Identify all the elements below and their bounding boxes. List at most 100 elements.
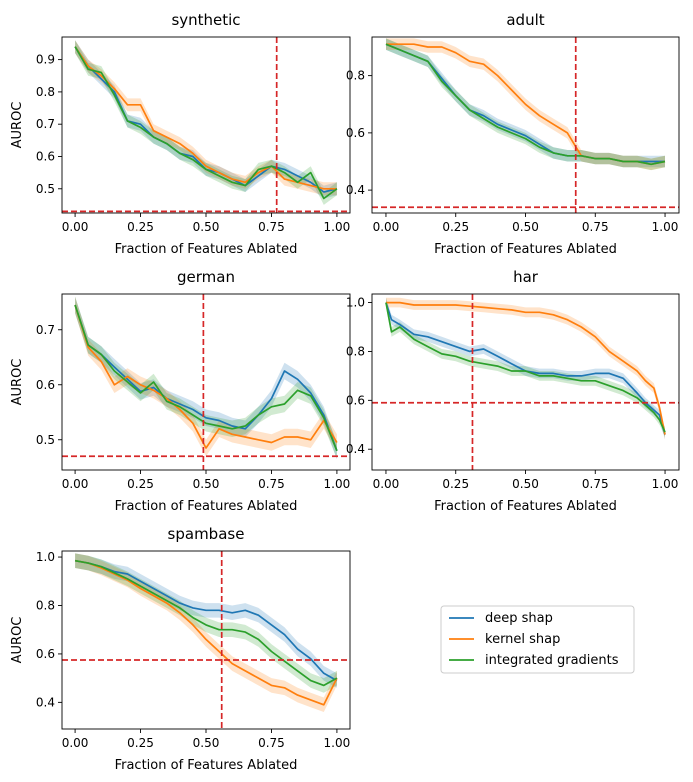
x-tick-label: 0.00 [62, 477, 89, 491]
x-tick-label: 0.00 [373, 477, 400, 491]
y-tick-label: 0.7 [36, 323, 55, 337]
x-tick-label: 0.75 [582, 220, 609, 234]
legend: deep shap kernel shap integrated gradien… [440, 605, 635, 674]
y-tick-label: 0.8 [346, 344, 365, 358]
series-line-kernel-shap [74, 46, 337, 190]
y-tick-label: 0.6 [36, 647, 55, 661]
panel-adult: adult Fraction of Features Ablated 0.00 0.2… [346, 11, 680, 257]
x-tick-label: 0.25 [442, 220, 469, 234]
band-deep-shap [386, 38, 665, 168]
legend-label-integrated-gradients: integrated gradients [485, 653, 619, 668]
x-tick-label: 0.50 [193, 736, 220, 750]
y-axis-label: AUROC [10, 617, 25, 664]
series-line-deep-shap [74, 304, 338, 452]
legend-label-deep-shap: deep shap [485, 611, 553, 626]
x-tick-label: 0.50 [193, 477, 220, 491]
panel-title: har [513, 268, 539, 286]
axes-frame [61, 36, 351, 214]
x-tick-label: 0.00 [62, 220, 89, 234]
band-integrated-gradients [386, 38, 665, 171]
band-integrated-gradients [75, 296, 337, 459]
y-tick-label: 1.0 [36, 550, 55, 564]
y-tick-label: 0.6 [346, 393, 365, 407]
y-tick-label: 0.7 [36, 117, 55, 131]
panel-synthetic: synthetic Fraction of Features Ablated AUR… [10, 11, 351, 257]
legend-label-kernel-shap: kernel shap [485, 632, 560, 647]
x-tick-label: 0.75 [258, 220, 285, 234]
x-tick-label: 0.75 [258, 477, 285, 491]
panel-title: synthetic [171, 11, 240, 29]
series-line-kernel-shap [386, 301, 666, 435]
panel-german: german Fraction of Features Ablated AUROC 0… [10, 268, 351, 514]
plot-area [372, 37, 679, 213]
x-tick-label: 0.25 [127, 477, 154, 491]
panel-title: spambase [168, 525, 245, 543]
band-kernel-shap [75, 40, 337, 196]
axes-frame [371, 36, 680, 214]
x-tick-label: 1.00 [324, 477, 351, 491]
series-line-kernel-shap [74, 304, 338, 449]
band-kernel-shap [75, 553, 337, 712]
y-tick-label: 0.4 [346, 442, 365, 456]
x-tick-label: 1.00 [324, 736, 351, 750]
x-axis-label: Fraction of Features Ablated [115, 499, 298, 514]
x-tick-label: 0.75 [258, 736, 285, 750]
series-line-kernel-shap [74, 559, 338, 706]
y-axis-label: AUROC [10, 102, 25, 149]
x-tick-label: 0.75 [582, 477, 609, 491]
series-line-integrated-gradients [74, 46, 338, 200]
x-tick-label: 1.00 [652, 477, 679, 491]
plot-area [62, 294, 350, 470]
series-line-integrated-gradients [74, 304, 338, 452]
x-axis-label: Fraction of Features Ablated [115, 758, 298, 773]
y-tick-label: 0.5 [36, 433, 55, 447]
band-integrated-gradients [75, 40, 337, 205]
x-axis-label: Fraction of Features Ablated [115, 242, 298, 257]
band-deep-shap [75, 296, 337, 459]
y-tick-label: 0.9 [36, 53, 55, 67]
y-tick-label: 0.8 [36, 598, 55, 612]
x-tick-label: 0.25 [442, 477, 469, 491]
panel-title: adult [506, 11, 544, 29]
y-tick-label: 1.0 [346, 296, 365, 310]
panel-title: german [177, 268, 235, 286]
y-axis-label: AUROC [10, 359, 25, 406]
x-tick-label: 0.25 [127, 736, 154, 750]
band-deep-shap [386, 297, 665, 440]
y-tick-label: 0.8 [346, 69, 365, 83]
series-line-deep-shap [74, 559, 338, 682]
legend-frame [440, 605, 635, 674]
x-tick-label: 0.00 [373, 220, 400, 234]
series-line-deep-shap [385, 302, 666, 435]
plot-area [372, 294, 679, 470]
x-axis-label: Fraction of Features Ablated [434, 242, 617, 257]
x-tick-label: 0.25 [127, 220, 154, 234]
y-tick-label: 0.4 [346, 183, 365, 197]
axes-frame [61, 550, 351, 730]
panel-spambase: spambase Fraction of Features Ablated AURO… [10, 525, 351, 773]
x-axis-label: Fraction of Features Ablated [434, 499, 617, 514]
band-integrated-gradients [386, 297, 665, 437]
x-tick-label: 0.50 [512, 220, 539, 234]
series-line-integrated-gradients [385, 302, 666, 433]
y-tick-label: 0.8 [36, 85, 55, 99]
panel-har: har Fraction of Features Ablated 0.00 0.25 0… [346, 268, 680, 514]
x-tick-label: 0.00 [62, 736, 89, 750]
x-tick-label: 0.50 [512, 477, 539, 491]
series-line-integrated-gradients [385, 43, 666, 166]
y-tick-label: 0.5 [36, 182, 55, 196]
y-tick-label: 0.4 [36, 695, 55, 709]
axes-frame [61, 293, 351, 471]
band-kernel-shap [386, 297, 665, 440]
plot-area [62, 37, 350, 213]
y-tick-label: 0.6 [346, 126, 365, 140]
x-tick-label: 1.00 [652, 220, 679, 234]
x-tick-label: 1.00 [324, 220, 351, 234]
plot-area [62, 551, 350, 729]
y-tick-label: 0.6 [36, 378, 55, 392]
axes-frame [371, 293, 680, 471]
x-tick-label: 0.50 [193, 220, 220, 234]
series-line-integrated-gradients [74, 559, 338, 687]
y-tick-label: 0.6 [36, 149, 55, 163]
